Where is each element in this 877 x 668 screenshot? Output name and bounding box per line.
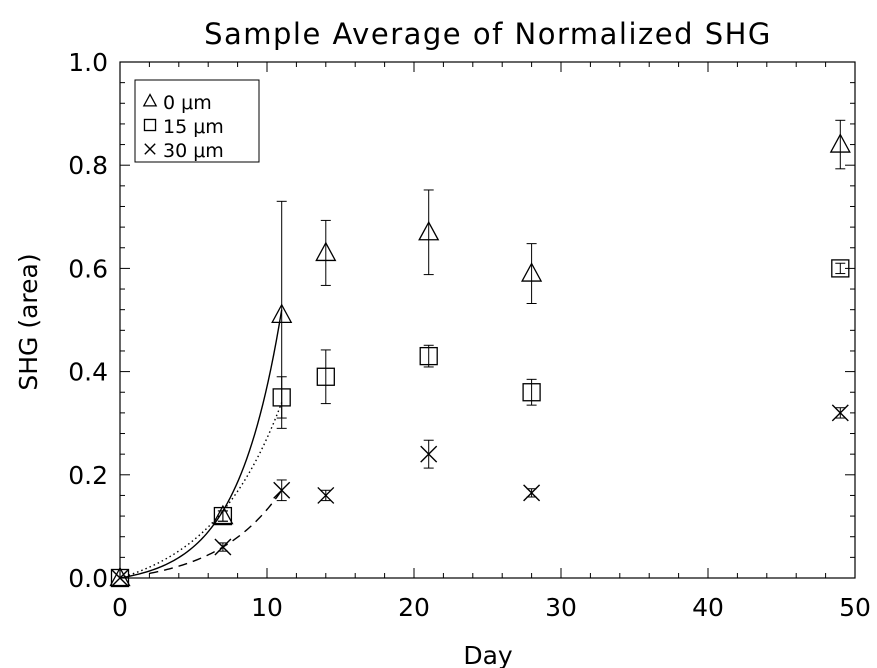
x-tick-label: 10: [251, 593, 283, 622]
y-tick-label: 1.0: [68, 48, 108, 77]
chart-title: Sample Average of Normalized SHG: [204, 17, 772, 51]
fit-curves: [119, 309, 283, 579]
x-stroke: [214, 538, 232, 556]
plot-frame: [119, 61, 856, 579]
data-point: [829, 133, 851, 153]
legend-item: 30 μm: [144, 140, 224, 162]
legend-label: 0 μm: [163, 92, 212, 114]
x-tick-label: 30: [545, 593, 577, 622]
y-axis-label: SHG (area): [14, 253, 43, 390]
x-stroke: [523, 484, 541, 502]
data-point: [522, 383, 541, 402]
data-point: [831, 404, 849, 422]
series-triangle: [109, 119, 851, 587]
legend-item: 15 μm: [143, 116, 224, 138]
data-point: [420, 445, 438, 463]
y-tick-label: 0.6: [68, 254, 108, 283]
data-point: [212, 504, 234, 525]
data-point: [315, 241, 337, 262]
fit-curve: [149, 489, 283, 575]
data-point: [213, 506, 233, 526]
data-point: [111, 569, 129, 587]
y-tick-label: 0.0: [68, 564, 108, 593]
legend-marker: [144, 143, 156, 155]
fit-curve: [119, 402, 283, 579]
data-point: [272, 388, 291, 407]
series-x: [111, 404, 849, 587]
x-tick-label: 50: [839, 593, 871, 622]
series-square: [110, 259, 850, 588]
legend-label: 30 μm: [163, 140, 224, 162]
y-tick-label: 0.4: [68, 358, 108, 387]
data-point: [521, 262, 543, 282]
x-axis-label: Day: [463, 641, 513, 668]
data-point: [271, 303, 293, 323]
data-point: [214, 538, 232, 556]
legend-label: 15 μm: [163, 116, 224, 138]
data-point: [273, 481, 291, 499]
axes: 0 10 20 30 40 50 0.0 0.2 0.4 0.6 0.8 1.0: [68, 48, 871, 622]
x-stroke: [317, 486, 335, 504]
data-point: [418, 220, 440, 241]
x-stroke: [420, 445, 438, 463]
x-stroke: [144, 143, 156, 155]
legend-marker: [142, 93, 158, 107]
legend-item: 0 μm: [142, 92, 212, 114]
data-point: [110, 568, 130, 588]
data-marks: [109, 119, 851, 588]
x-stroke: [831, 404, 849, 422]
data-point: [523, 484, 541, 502]
data-point: [317, 486, 335, 504]
data-point: [831, 259, 850, 278]
x-stroke: [273, 481, 291, 499]
data-point: [109, 566, 131, 587]
y-tick-label: 0.2: [68, 461, 108, 490]
x-tick-label: 0: [112, 593, 128, 622]
fit-curve: [119, 309, 283, 579]
y-tick-label: 0.8: [68, 151, 108, 180]
x-tick-label: 40: [692, 593, 724, 622]
x-stroke: [111, 569, 129, 587]
legend-marker: [143, 118, 157, 132]
data-point: [316, 367, 335, 386]
x-tick-label: 20: [398, 593, 430, 622]
data-point: [419, 346, 438, 366]
